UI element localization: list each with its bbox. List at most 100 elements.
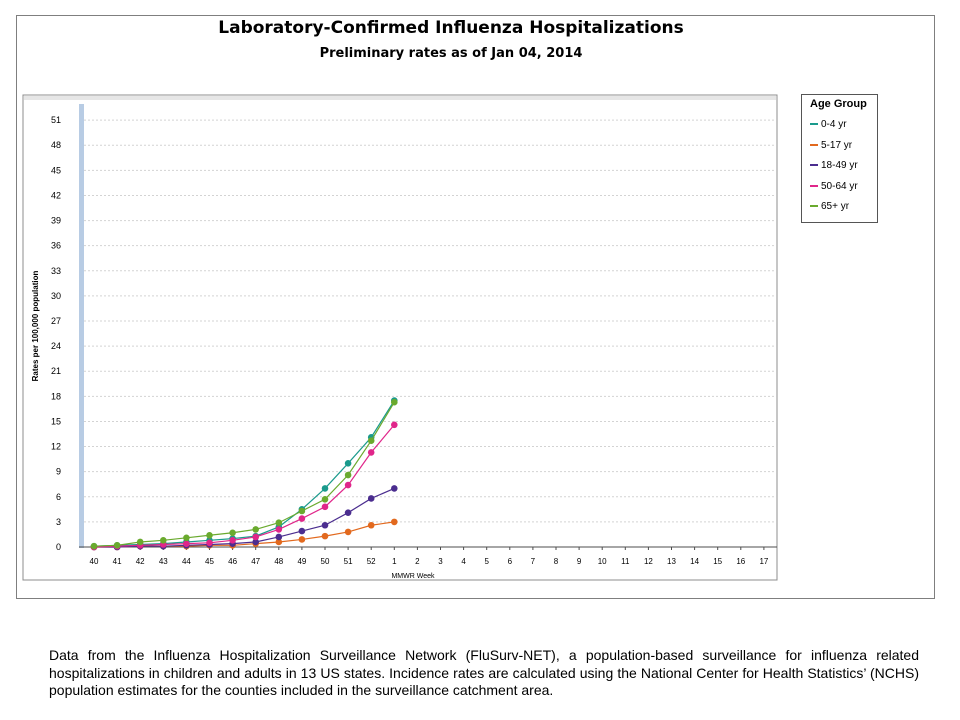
data-point[interactable] (275, 526, 283, 533)
y-tick-label: 36 (51, 241, 61, 251)
data-point[interactable] (183, 534, 190, 542)
data-point[interactable] (391, 421, 398, 429)
data-point[interactable] (344, 460, 352, 467)
data-point[interactable] (321, 485, 329, 492)
data-point[interactable] (391, 398, 398, 406)
x-tick-label: 12 (644, 557, 653, 566)
data-point[interactable] (252, 533, 259, 541)
x-tick-label: 41 (113, 557, 122, 566)
y-tick-label: 9 (56, 467, 61, 477)
series-65-yr (90, 398, 398, 550)
data-point[interactable] (136, 538, 144, 546)
data-point[interactable] (113, 542, 121, 549)
data-point[interactable] (367, 495, 375, 502)
data-point[interactable] (183, 540, 190, 547)
data-point[interactable] (321, 532, 329, 540)
legend-label: 18-49 yr (821, 160, 858, 171)
x-tick-label: 3 (438, 557, 443, 566)
data-point[interactable] (298, 515, 306, 522)
data-point[interactable] (252, 538, 259, 546)
data-point[interactable] (321, 495, 329, 503)
data-point[interactable] (298, 536, 306, 543)
data-point[interactable] (90, 542, 98, 550)
y-tick-label: 15 (51, 416, 61, 426)
legend-item: 50-64 yr (810, 181, 858, 195)
data-point[interactable] (321, 503, 329, 511)
x-tick-label: 51 (344, 557, 353, 566)
legend-label: 65+ yr (821, 201, 850, 212)
chart-frame: Laboratory-Confirmed Influenza Hospitali… (16, 15, 935, 599)
y-tick-label: 6 (56, 492, 61, 502)
x-tick-label: 2 (415, 557, 420, 566)
y-tick-label: 30 (51, 291, 61, 301)
data-point[interactable] (344, 481, 352, 489)
series-line (93, 400, 395, 547)
x-tick-label: 13 (667, 557, 676, 566)
legend-swatch (810, 205, 818, 208)
x-tick-label: 14 (690, 557, 699, 566)
data-point[interactable] (344, 528, 352, 536)
data-point[interactable] (160, 537, 167, 544)
x-tick-label: 46 (228, 557, 237, 566)
x-tick-label: 9 (577, 557, 582, 566)
data-point[interactable] (252, 526, 259, 533)
x-tick-label: 52 (367, 557, 376, 566)
legend-label: 50-64 yr (821, 180, 858, 192)
y-tick-label: 24 (51, 341, 61, 351)
data-point[interactable] (206, 531, 213, 539)
y-tick-label: 33 (51, 266, 61, 276)
legend-swatch (810, 164, 818, 167)
footnote: Data from the Influenza Hospitalization … (49, 647, 919, 698)
y-tick-label: 21 (51, 366, 61, 376)
data-point[interactable] (367, 437, 375, 445)
x-tick-label: 44 (182, 557, 191, 566)
x-tick-label: 45 (205, 557, 214, 566)
legend-item: 0-4 yr (810, 119, 847, 133)
y-axis-band (79, 104, 84, 548)
x-tick-label: 7 (531, 557, 536, 566)
y-tick-label: 12 (51, 442, 61, 452)
x-tick-label: 49 (297, 557, 306, 566)
gridlines (84, 119, 775, 523)
legend-item: 65+ yr (810, 201, 849, 215)
x-tick-label: 40 (90, 557, 99, 566)
series-line (94, 487, 395, 548)
data-point[interactable] (367, 449, 375, 456)
x-axis-title: MMWR Week (391, 573, 435, 580)
legend-item: 18-49 yr (810, 160, 858, 174)
data-point[interactable] (229, 537, 236, 544)
data-point[interactable] (298, 527, 306, 535)
plot-area-bevel (24, 96, 776, 100)
x-tick-label: 50 (321, 557, 330, 566)
x-tick-label: 17 (759, 557, 768, 566)
data-point[interactable] (344, 471, 352, 479)
data-point[interactable] (275, 519, 283, 527)
x-tick-label: 5 (484, 557, 489, 566)
data-point[interactable] (344, 509, 352, 516)
y-tick-label: 45 (51, 165, 61, 175)
x-tick-label: 15 (713, 557, 722, 566)
x-tick-label: 16 (736, 557, 745, 566)
series-lines (90, 397, 398, 551)
x-tick-label: 11 (621, 557, 630, 566)
x-tick-label: 47 (251, 557, 260, 566)
data-point[interactable] (391, 485, 398, 492)
data-point[interactable] (275, 533, 283, 541)
data-point[interactable] (321, 521, 329, 529)
series-line (93, 401, 395, 547)
x-tick-label: 48 (274, 557, 283, 566)
x-tick-label: 6 (508, 557, 513, 566)
y-axis-title: Rates per 100,000 population (31, 271, 40, 382)
x-tick-label: 43 (159, 557, 168, 566)
data-point[interactable] (367, 521, 375, 529)
legend: Age Group 0-4 yr 5-17 yr 18-49 yr 50-64 yr 6… (801, 94, 878, 223)
x-tick-label: 42 (136, 557, 145, 566)
data-point[interactable] (206, 539, 213, 547)
data-point[interactable] (229, 529, 236, 537)
legend-item: 5-17 yr (810, 140, 852, 154)
data-point[interactable] (275, 538, 283, 546)
data-point[interactable] (298, 507, 306, 515)
y-tick-label: 3 (56, 517, 61, 527)
data-point[interactable] (391, 518, 398, 526)
